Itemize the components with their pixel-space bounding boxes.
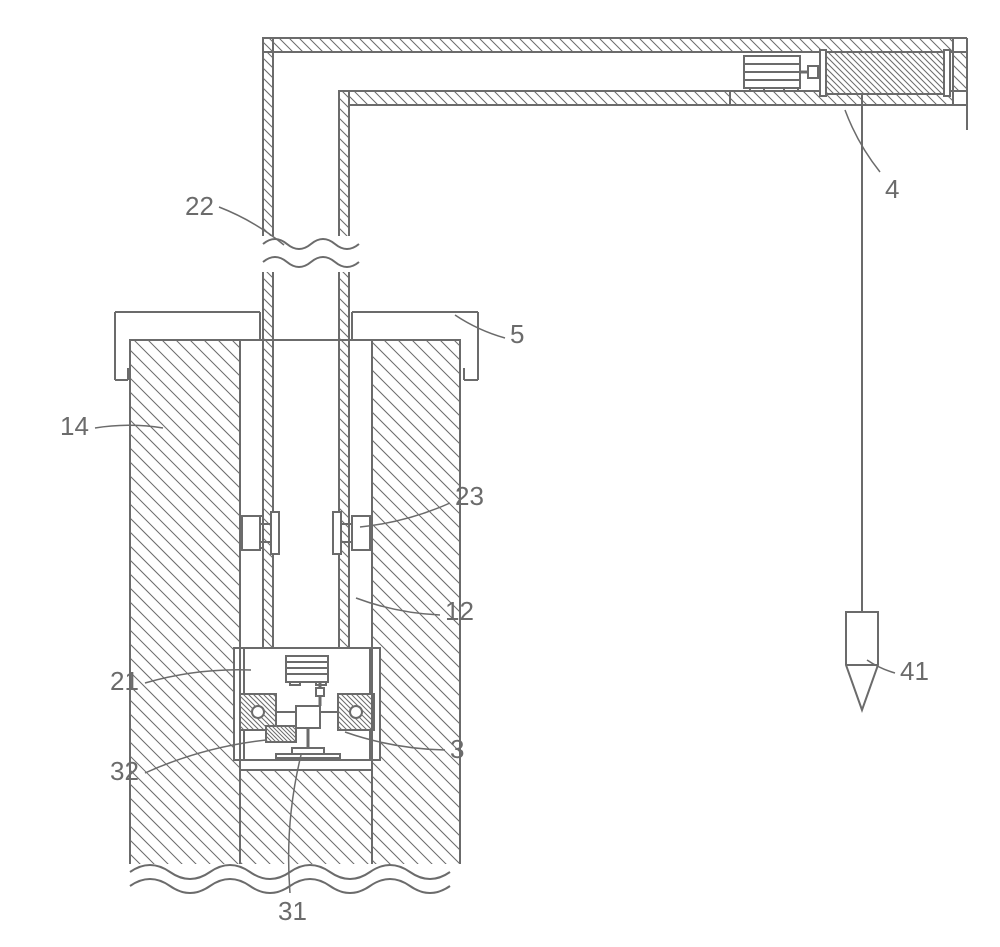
- label-31: 31: [278, 896, 307, 926]
- label-4: 4: [885, 174, 899, 204]
- label-21: 21: [110, 666, 139, 696]
- labels: 4 22 5 14 23 12 21 41 3 32 31: [60, 110, 929, 926]
- label-12: 12: [445, 596, 474, 626]
- label-41: 41: [900, 656, 929, 686]
- label-22: 22: [185, 191, 214, 221]
- label-14: 14: [60, 411, 89, 441]
- label-23: 23: [455, 481, 484, 511]
- label-3: 3: [450, 734, 464, 764]
- label-5: 5: [510, 319, 524, 349]
- label-32: 32: [110, 756, 139, 786]
- patent-figure: 4 22 5 14 23 12 21 41 3 32 31: [0, 0, 1000, 947]
